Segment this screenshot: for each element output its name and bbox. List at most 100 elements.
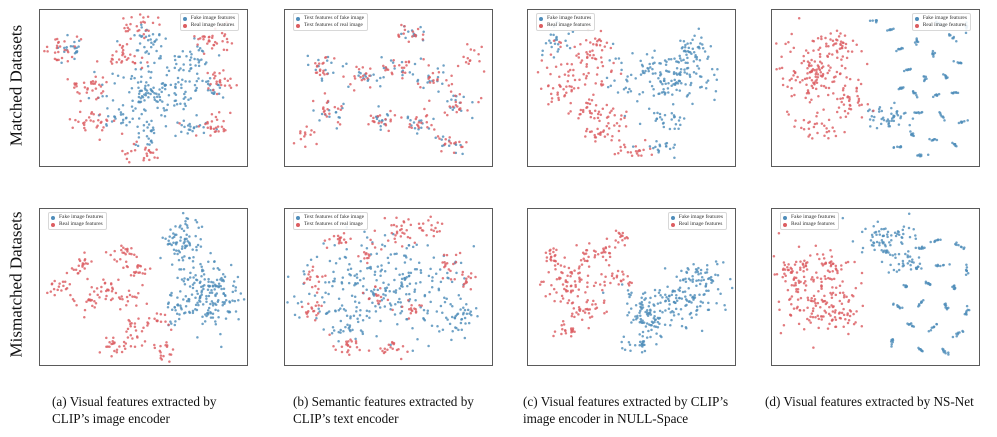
scatter-point [184,80,187,83]
scatter-point [915,267,919,271]
scatter-point [540,59,544,62]
scatter-point [781,275,784,279]
scatter-point [194,308,197,311]
scatter-point [212,267,215,270]
scatter-point [622,335,626,339]
scatter-point [583,311,587,314]
scatter-point [616,269,620,273]
scatter-point [200,291,203,294]
scatter-point [338,116,341,119]
scatter-point [155,319,159,323]
scatter-point [420,119,423,122]
scatter-point [322,106,325,109]
scatter-point [56,41,60,45]
scatter-point [140,26,143,29]
scatter-point [170,291,173,295]
scatter-point [647,312,650,316]
scatter-point [111,72,114,75]
scatter-point [630,154,634,158]
scatter-point [841,89,845,92]
scatter-point [658,309,662,313]
scatter-point [675,72,678,75]
scatter-point [670,79,673,83]
scatter-point [186,278,190,281]
scatter-plot-matched-b [292,23,486,156]
scatter-point [176,252,179,256]
scatter-point [569,291,573,294]
scatter-point [598,283,602,286]
scatter-point [110,342,113,346]
scatter-point [78,110,82,114]
scatter-point [146,15,150,18]
scatter-point [547,84,550,87]
scatter-point [778,308,781,312]
scatter-point [176,76,180,80]
scatter-point [112,336,115,340]
scatter-point [645,336,649,339]
scatter-point [197,64,201,68]
scatter-point [190,293,194,296]
scatter-point [399,235,403,238]
scatter-point [466,57,470,60]
scatter-point [114,117,117,120]
scatter-point [810,64,813,67]
scatter-point [416,123,419,126]
legend-item-real: Real image features [539,22,591,29]
scatter-point [361,284,365,288]
scatter-point [130,87,134,90]
scatter-point [411,35,414,38]
scatter-point [119,122,123,125]
caption-d: (d) Visual features extracted by NS-Net [765,394,974,409]
scatter-point [586,274,590,277]
scatter-point [681,317,684,320]
scatter-point [328,115,331,119]
scatter-point [81,264,84,267]
scatter-point [230,42,234,45]
scatter-point [400,23,403,27]
scatter-point [461,152,464,156]
scatter-point [206,309,210,312]
scatter-point [835,110,839,114]
scatter-point [409,223,413,227]
scatter-point [145,81,148,84]
scatter-point [372,116,375,120]
scatter-point [93,300,96,303]
scatter-point [820,287,823,290]
scatter-point [143,340,147,343]
scatter-point [194,134,198,137]
scatter-point [197,125,201,128]
scatter-point [362,277,365,280]
scatter-point [403,232,406,235]
scatter-point [650,328,653,332]
scatter-point [147,29,150,32]
scatter-point [82,123,86,127]
legend-item-fake: Fake image features [670,214,723,221]
scatter-point [626,302,629,305]
scatter-plot-matched-a [43,13,238,164]
scatter-point [121,297,124,301]
scatter-point [146,324,149,327]
scatter-point [353,274,356,278]
series-fake [159,211,246,349]
scatter-point [420,126,423,130]
legend-item-fake: Fake image features [51,214,103,221]
scatter-point [884,245,887,248]
scatter-point [564,39,567,42]
scatter-point [601,288,604,292]
scatter-point [790,77,793,81]
scatter-point [860,116,864,119]
scatter-point [917,246,921,249]
scatter-point [684,280,688,284]
scatter-point [432,234,436,238]
scatter-point [183,277,186,280]
scatter-point [904,111,907,115]
scatter-point [640,351,644,354]
scatter-point [131,117,134,121]
scatter-point [422,57,425,61]
scatter-point [334,262,338,265]
scatter-point [700,75,703,79]
scatter-point [836,271,839,275]
scatter-point [807,127,811,131]
scatter-point [813,60,817,63]
scatter-point [357,301,361,305]
